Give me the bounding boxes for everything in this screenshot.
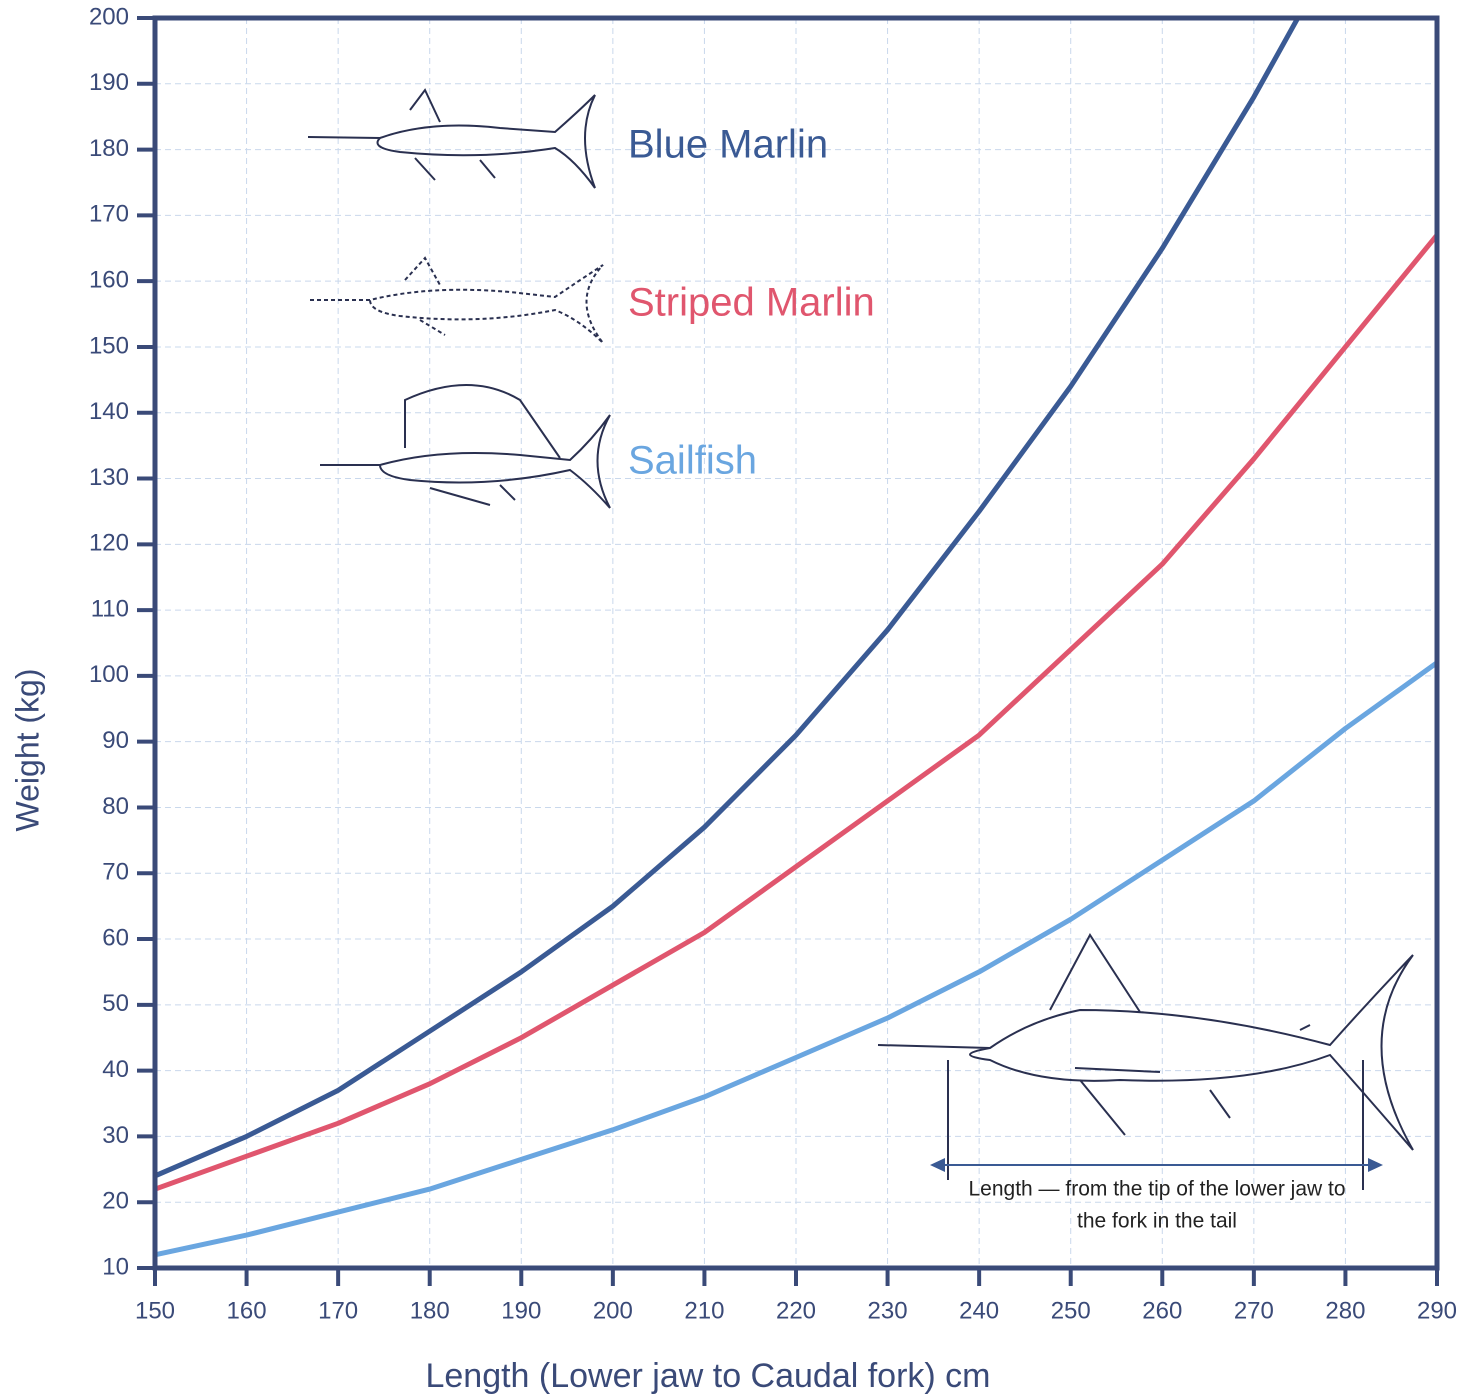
x-tick-label: 230	[868, 1297, 908, 1324]
y-tick-label: 200	[89, 3, 129, 30]
x-tick-label: 240	[959, 1297, 999, 1324]
y-tick-label: 180	[89, 135, 129, 162]
x-tick-label: 250	[1051, 1297, 1091, 1324]
x-tick-label: 170	[318, 1297, 358, 1324]
y-tick-label: 170	[89, 201, 129, 228]
y-tick-label: 70	[102, 859, 129, 886]
annotation: Length — from the tip of the lower jaw t…	[968, 1178, 1345, 1201]
y-tick-label: 20	[102, 1188, 129, 1215]
x-tick-label: 200	[593, 1297, 633, 1324]
series-line	[155, 660, 1437, 1258]
annotation: the fork in the tail	[1077, 1210, 1237, 1233]
y-tick-label: 50	[102, 990, 129, 1017]
y-tick-label: 140	[89, 398, 129, 425]
lines	[155, 18, 1437, 1258]
y-tick-label: 160	[89, 267, 129, 294]
x-axis-label: Length (Lower jaw to Caudal fork) cm	[425, 1357, 990, 1395]
y-tick-label: 40	[102, 1056, 129, 1083]
series-line	[155, 233, 1437, 1192]
y-tick-label: 110	[91, 595, 129, 622]
y-tick-label: 90	[102, 727, 129, 754]
legend-label: Sailfish	[628, 439, 757, 483]
y-tick-label: 30	[102, 1122, 129, 1149]
y-tick-label: 120	[89, 530, 129, 557]
y-tick-label: 100	[89, 661, 129, 688]
y-tick-label: 80	[102, 793, 129, 820]
y-tick-label: 60	[102, 924, 129, 951]
x-tick-label: 190	[501, 1297, 541, 1324]
y-tick-label: 190	[89, 69, 129, 96]
y-tick-label: 10	[102, 1253, 129, 1280]
y-tick-label: 150	[89, 332, 129, 359]
y-axis-label: Weight (kg)	[9, 668, 45, 831]
legend-label: Striped Marlin	[628, 281, 875, 325]
x-tick-label: 180	[410, 1297, 450, 1324]
x-tick-label: 220	[776, 1297, 816, 1324]
x-tick-label: 280	[1325, 1297, 1365, 1324]
series-line	[155, 18, 1301, 1179]
x-tick-label: 270	[1234, 1297, 1274, 1324]
x-tick-label: 150	[135, 1297, 175, 1324]
legend-label: Blue Marlin	[628, 123, 828, 167]
x-tick-label: 160	[227, 1297, 267, 1324]
x-tick-label: 260	[1142, 1297, 1182, 1324]
x-tick-label: 210	[684, 1297, 724, 1324]
y-tick-label: 130	[89, 464, 129, 491]
x-tick-label: 290	[1417, 1297, 1457, 1324]
fish-illustrations	[307, 88, 1414, 1190]
grid	[154, 17, 1438, 1269]
